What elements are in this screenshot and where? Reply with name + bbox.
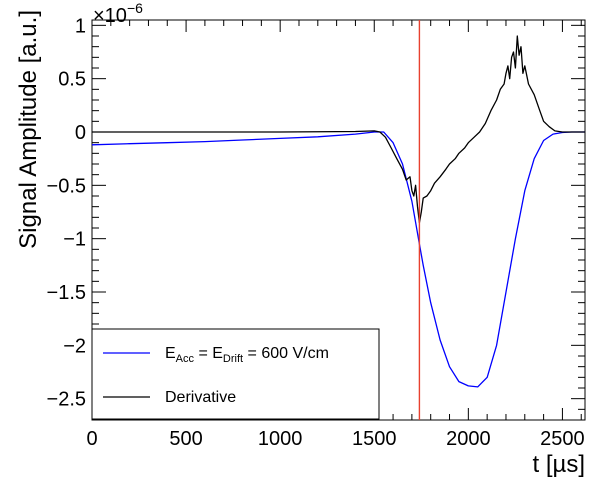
y-scale-label: ×10	[93, 5, 127, 27]
legend-box	[91, 328, 380, 420]
x-axis-title: t [µs]	[533, 451, 586, 478]
y-tick-label: −1.5	[47, 282, 86, 304]
plot-frame	[91, 19, 586, 421]
y-tick-label: 0.5	[58, 69, 86, 91]
x-tick-label: 1500	[352, 428, 397, 450]
legend-acc-sub: Acc	[176, 353, 195, 365]
plot-area-border	[91, 19, 586, 421]
y-tick-label: −2.5	[47, 389, 86, 411]
legend-drift-sub: Drift	[223, 353, 243, 365]
x-tick-label: 0	[86, 428, 97, 450]
series-layer	[91, 35, 585, 388]
y-tick-label: −0.5	[47, 175, 86, 197]
y-tick-label: 1	[75, 15, 86, 37]
legend-e-drift: = E	[194, 345, 223, 362]
x-tick-label: 1000	[258, 428, 303, 450]
x-tick-label: 2000	[446, 428, 491, 450]
legend-label-signal: EAcc = EDrift = 600 V/cm	[165, 345, 329, 365]
axis-ticks: 0 500 1000 1500 2000 2500 −2.5 −2 −1.5 −1 −0.5 0 0.5…	[47, 15, 585, 450]
legend-label-derivative: Derivative	[165, 389, 236, 406]
series-derivative-line	[92, 35, 585, 224]
x-tick-label: 500	[169, 428, 202, 450]
y-axis-title: Signal Amplitude [a.u.]	[15, 10, 42, 249]
x-tick-label: 2500	[540, 428, 585, 450]
y-scale-factor: ×10−6	[93, 0, 143, 27]
y-tick-label: 0	[75, 122, 86, 144]
y-scale-exponent: −6	[127, 0, 143, 16]
legend-field-value: = 600 V/cm	[243, 345, 329, 362]
y-tick-label: −1	[63, 229, 86, 251]
y-tick-label: −2	[63, 335, 86, 357]
series-signal-line	[91, 131, 585, 388]
legend: EAcc = EDrift = 600 V/cm Derivative	[91, 328, 380, 420]
legend-e-acc: E	[165, 345, 176, 362]
